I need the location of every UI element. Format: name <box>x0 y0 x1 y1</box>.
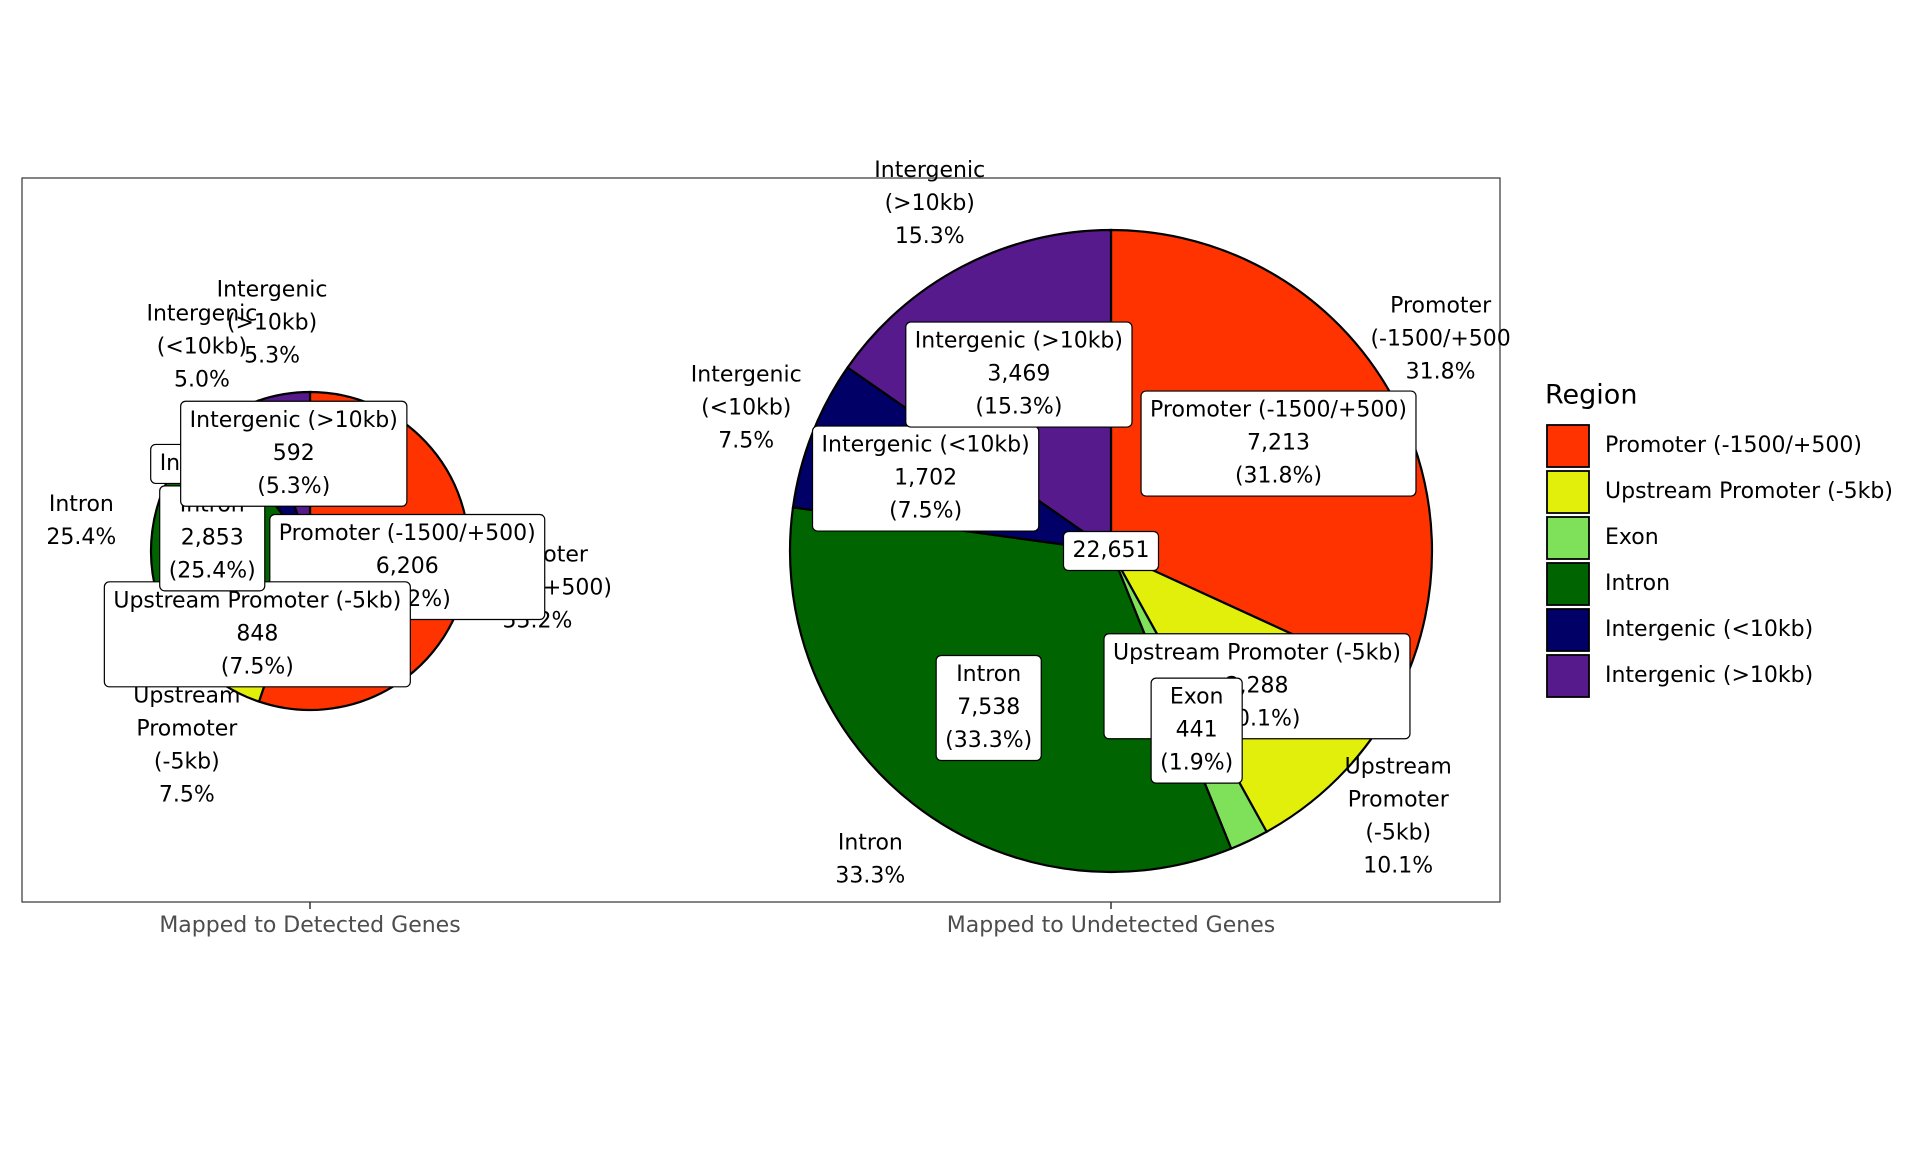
legend-label: Exon <box>1605 525 1659 550</box>
label-text: Promoter (-1500/+500) <box>1150 398 1407 423</box>
panel-border <box>21 177 1501 903</box>
outer-label: Upstream <box>1345 755 1452 780</box>
label-text: 592 <box>273 441 315 466</box>
outer-label: (>10kb) <box>227 311 317 336</box>
legend-label: Intergenic (>10kb) <box>1605 663 1813 688</box>
label-text: (7.5%) <box>221 654 294 679</box>
slice-label: Upstream Promoter (-5kb)2,288(10.1%) <box>1103 633 1411 740</box>
slice-label: Intron 7,538 (33.3%) <box>935 654 1042 762</box>
label-text: 7,213 <box>1247 431 1310 456</box>
outer-label: (-5kb) <box>154 749 220 774</box>
label-text: Intergenic (>10kb) <box>915 329 1123 354</box>
outer-label: Intergenic <box>874 158 985 183</box>
outer-label: 33.3% <box>835 863 905 888</box>
label-box <box>935 654 1042 762</box>
label-text: 22,651 <box>1073 538 1150 563</box>
slice-label: Intergenic (<10kb) 1,702 (7.5%) <box>811 425 1040 532</box>
label-text: 1,702 <box>894 466 957 491</box>
x-tick-label: Mapped to Detected Genes <box>159 913 460 938</box>
outer-label: (-5kb) <box>1365 821 1431 846</box>
outer-label: (<10kb) <box>701 395 791 420</box>
outer-label: Promoter <box>1348 788 1450 813</box>
label-text: (33.3%) <box>945 728 1032 753</box>
outer-label: 15.3% <box>895 224 965 249</box>
label-box <box>1150 677 1243 784</box>
legend-label: Upstream Promoter (-5kb) <box>1605 479 1893 504</box>
slice-label: Intergenic (>10kb) 3,469 (15.3%) <box>905 321 1133 428</box>
outer-label: 5.3% <box>244 344 300 369</box>
slice-label: Promoter (-1500/+500) 7,213 (31.8%) <box>1140 390 1417 497</box>
slice-label: Intergenic (>10kb) 592 (5.3%) <box>180 400 408 507</box>
label-text: Intergenic (<10kb) <box>822 433 1030 458</box>
x-tick-label: Mapped to Undetected Genes <box>947 913 1275 938</box>
label-text: 848 <box>236 621 278 646</box>
label-text: (5.3%) <box>257 474 330 499</box>
outer-label: 25.4% <box>46 525 116 550</box>
legend-key <box>1546 654 1590 698</box>
outer-label: (-1500/+500 <box>1370 327 1510 352</box>
legend-key <box>1546 516 1590 560</box>
total-label: 22,651 <box>1062 530 1160 572</box>
label-text: 3,469 <box>987 362 1050 387</box>
label-text: (1.9%) <box>1160 751 1233 776</box>
legend-label: Promoter (-1500/+500) <box>1605 433 1862 458</box>
legend-key <box>1546 424 1590 468</box>
label-box <box>180 400 408 507</box>
slice-label: Exon 441 (1.9%) <box>1150 677 1243 784</box>
label-text: (31.8%) <box>1235 464 1322 489</box>
legend-key <box>1546 608 1590 652</box>
outer-label: Intron <box>838 830 903 855</box>
outer-label: 7.5% <box>718 428 774 453</box>
label-text: 6,206 <box>376 554 439 579</box>
label-box <box>1062 530 1160 572</box>
label-text: (15.3%) <box>975 395 1062 420</box>
label-text: (25.4%) <box>169 558 256 583</box>
outer-label: Intergenic <box>217 278 328 303</box>
label-text: Intergenic (>10kb) <box>190 408 398 433</box>
label-text: 7,538 <box>957 695 1020 720</box>
label-text: Exon <box>1170 685 1224 710</box>
outer-label: Upstream <box>133 683 240 708</box>
outer-label: (<10kb) <box>157 334 247 359</box>
label-text: Upstream Promoter (-5kb) <box>1113 640 1401 665</box>
legend-title: Region <box>1545 380 1637 411</box>
label-text: Intron <box>956 662 1021 687</box>
label-text: (7.5%) <box>889 499 962 524</box>
label-box <box>1140 390 1417 497</box>
outer-label: 7.5% <box>159 782 215 807</box>
legend-label: Intron <box>1605 571 1670 596</box>
outer-label: Intergenic <box>691 362 802 387</box>
outer-label: 5.0% <box>174 367 230 392</box>
label-text: 441 <box>1176 718 1218 743</box>
legend-key <box>1546 470 1590 514</box>
outer-label: 10.1% <box>1363 854 1433 879</box>
outer-label: (>10kb) <box>885 191 975 216</box>
outer-label: Promoter <box>136 716 238 741</box>
outer-label: Intergenic <box>146 301 257 326</box>
outer-label: 31.8% <box>1406 360 1476 385</box>
legend-label: Intergenic (<10kb) <box>1605 617 1813 642</box>
slice-label: Upstream Promoter (-5kb) 848 (7.5%) <box>103 581 411 688</box>
label-text: Promoter (-1500/+500) <box>279 521 536 546</box>
outer-label: Intron <box>49 492 114 517</box>
outer-label: Promoter <box>1390 294 1492 319</box>
label-box <box>905 321 1133 428</box>
label-text: Upstream Promoter (-5kb) <box>113 588 401 613</box>
legend-key <box>1546 562 1590 606</box>
label-text: 2,853 <box>181 525 244 550</box>
